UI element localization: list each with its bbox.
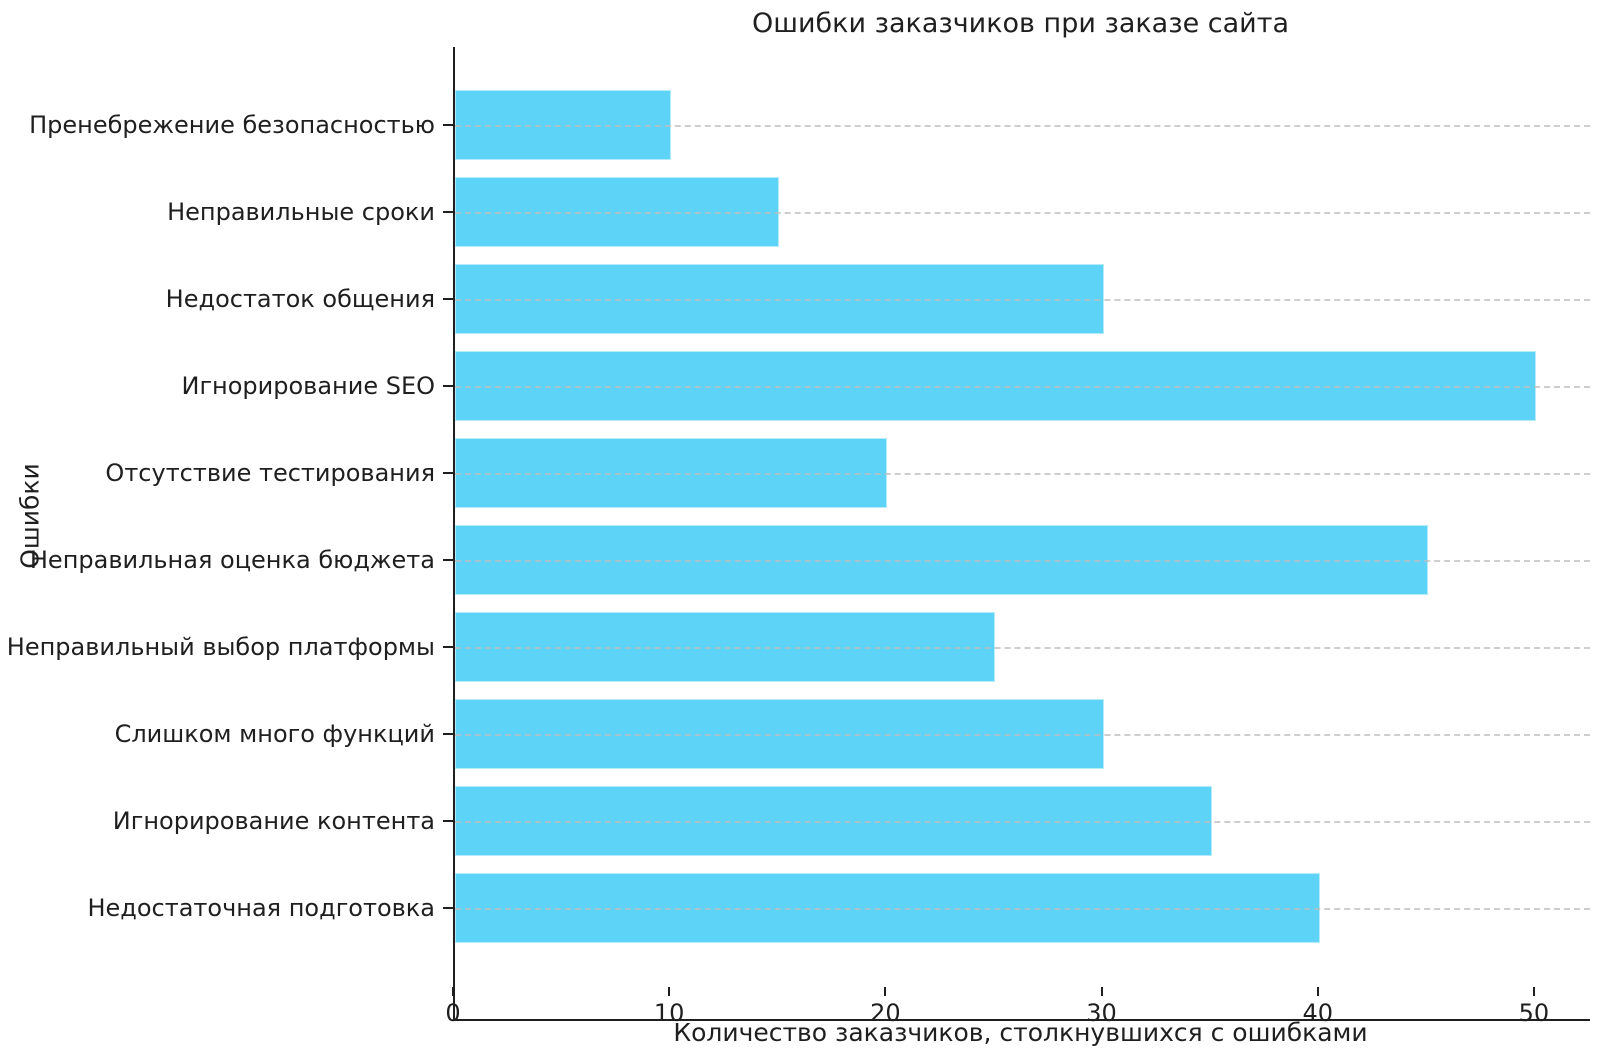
category-label: Пренебрежение безопасностью [29, 110, 435, 139]
gridline [455, 298, 1590, 301]
x-tick-mark [884, 987, 887, 996]
y-tick-mark [443, 906, 453, 909]
bar-row: Отсутствие тестирования [105, 429, 1590, 516]
x-tick-label: 50 [1518, 999, 1550, 1027]
gridline [455, 907, 1590, 910]
category-label: Слишком много функций [114, 719, 435, 748]
bar-row: Недостаток общения [166, 255, 1590, 342]
x-tick-mark [668, 987, 671, 996]
chart-title: Ошибки заказчиков при заказе сайта [752, 8, 1289, 39]
category-label: Игнорирование SEO [181, 371, 435, 400]
x-tick-mark [1532, 987, 1535, 996]
category-label: Недостаточная подготовка [87, 893, 435, 922]
x-axis-label: Количество заказчиков, столкнувшихся с о… [673, 1018, 1368, 1047]
category-label: Игнорирование контента [112, 806, 435, 835]
category-label: Неправильная оценка бюджета [29, 545, 435, 574]
bar-row: Неправильные сроки [167, 168, 1590, 255]
gridline [455, 559, 1590, 562]
bar-row: Неправильная оценка бюджета [30, 516, 1590, 603]
plot-area: Пренебрежение безопасностью Неправильные … [7, 47, 1590, 1021]
x-tick-mark [1100, 987, 1103, 996]
y-tick-mark [443, 123, 453, 126]
y-tick-mark [443, 210, 453, 213]
category-label: Отсутствие тестирования [105, 458, 435, 487]
bar-row: Слишком много функций [115, 690, 1590, 777]
gridline [455, 733, 1590, 736]
bar-row: Игнорирование контента [113, 777, 1590, 864]
category-label: Недостаток общения [165, 284, 435, 313]
gridline [455, 385, 1590, 388]
y-tick-mark [443, 645, 453, 648]
x-tick-label: 30 [1086, 999, 1117, 1027]
x-tick-label: 10 [653, 999, 685, 1027]
y-tick-mark [443, 384, 453, 387]
bar-row: Пренебрежение безопасностью [29, 81, 1590, 168]
x-tick-label: 40 [1302, 999, 1334, 1027]
gridline [455, 211, 1590, 214]
category-label: Неправильный выбор платформы [6, 632, 435, 661]
gridline [455, 820, 1590, 823]
bar-row: Неправильный выбор платформы [7, 603, 1590, 690]
gridline [455, 646, 1590, 649]
y-tick-mark [443, 297, 453, 300]
x-tick-label: 20 [870, 999, 901, 1027]
x-tick-label: 0 [445, 999, 461, 1027]
y-tick-mark [443, 732, 453, 735]
x-tick-mark [1316, 987, 1319, 996]
bar-row: Игнорирование SEO [181, 342, 1590, 429]
gridline [455, 472, 1590, 475]
y-tick-mark [443, 819, 453, 822]
category-label: Неправильные сроки [167, 197, 435, 226]
y-tick-mark [443, 471, 453, 474]
y-tick-mark [443, 558, 453, 561]
bar-row: Недостаточная подготовка [87, 864, 1590, 951]
gridline [455, 124, 1590, 127]
x-tick-mark [452, 987, 454, 996]
